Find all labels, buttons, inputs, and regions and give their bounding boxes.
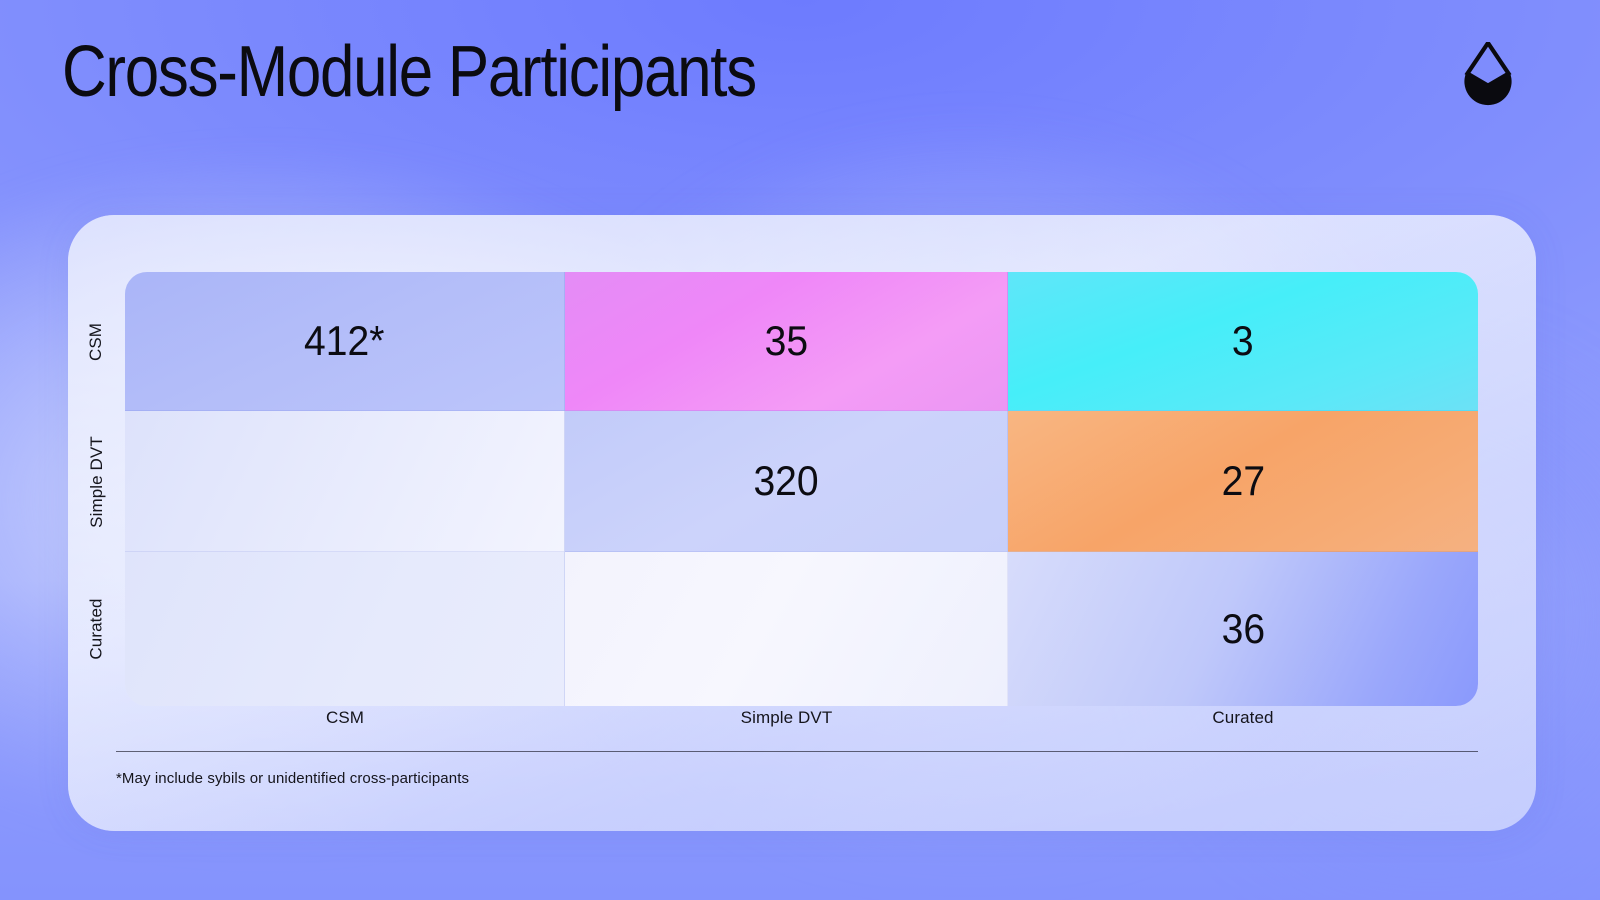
- matrix-cell-csm-curated[interactable]: 3: [1008, 272, 1478, 411]
- row-label-text: Curated: [86, 598, 106, 660]
- row-label-csm: CSM: [68, 272, 125, 411]
- matrix-cell-csm-simple-dvt[interactable]: 35: [565, 272, 1008, 411]
- matrix-cell-simple-dvt-curated[interactable]: 27: [1008, 411, 1478, 552]
- cell-value: 35: [764, 317, 808, 364]
- matrix-cell-curated-simple-dvt[interactable]: [565, 552, 1008, 706]
- matrix-card: CSM Simple DVT Curated 412* 35 3 320: [68, 215, 1536, 831]
- column-label-csm: CSM: [325, 708, 365, 727]
- cell-value: 27: [1221, 457, 1265, 504]
- cell-value: 320: [753, 457, 819, 504]
- footer-divider: [116, 751, 1478, 752]
- matrix-cell-simple-dvt-simple-dvt[interactable]: 320: [565, 411, 1008, 552]
- row-label-text: CSM: [86, 322, 106, 361]
- matrix-wrapper: 412* 35 3 320 27 36: [125, 272, 1478, 706]
- cell-value: 412*: [304, 317, 385, 364]
- matrix-cell-csm-csm[interactable]: 412*: [125, 272, 565, 411]
- page-title: Cross-Module Participants: [62, 32, 757, 112]
- column-label-simple-dvt: Simple DVT: [740, 708, 833, 727]
- row-label-text: Simple DVT: [86, 435, 106, 528]
- column-label-row: CSM Simple DVT Curated: [125, 708, 1478, 728]
- cell-value: 3: [1232, 317, 1254, 364]
- matrix-cell-curated-curated[interactable]: 36: [1008, 552, 1478, 706]
- matrix-grid: 412* 35 3 320 27 36: [125, 272, 1478, 706]
- cell-value: 36: [1221, 605, 1265, 652]
- matrix-cell-curated-csm[interactable]: [125, 552, 565, 706]
- footnote: *May include sybils or unidentified cros…: [116, 770, 470, 787]
- row-label-curated: Curated: [68, 552, 125, 706]
- matrix-cell-simple-dvt-csm[interactable]: [125, 411, 565, 552]
- lido-droplet-icon: [1464, 42, 1512, 106]
- column-label-curated: Curated: [1212, 708, 1274, 727]
- row-label-simple-dvt: Simple DVT: [68, 411, 125, 552]
